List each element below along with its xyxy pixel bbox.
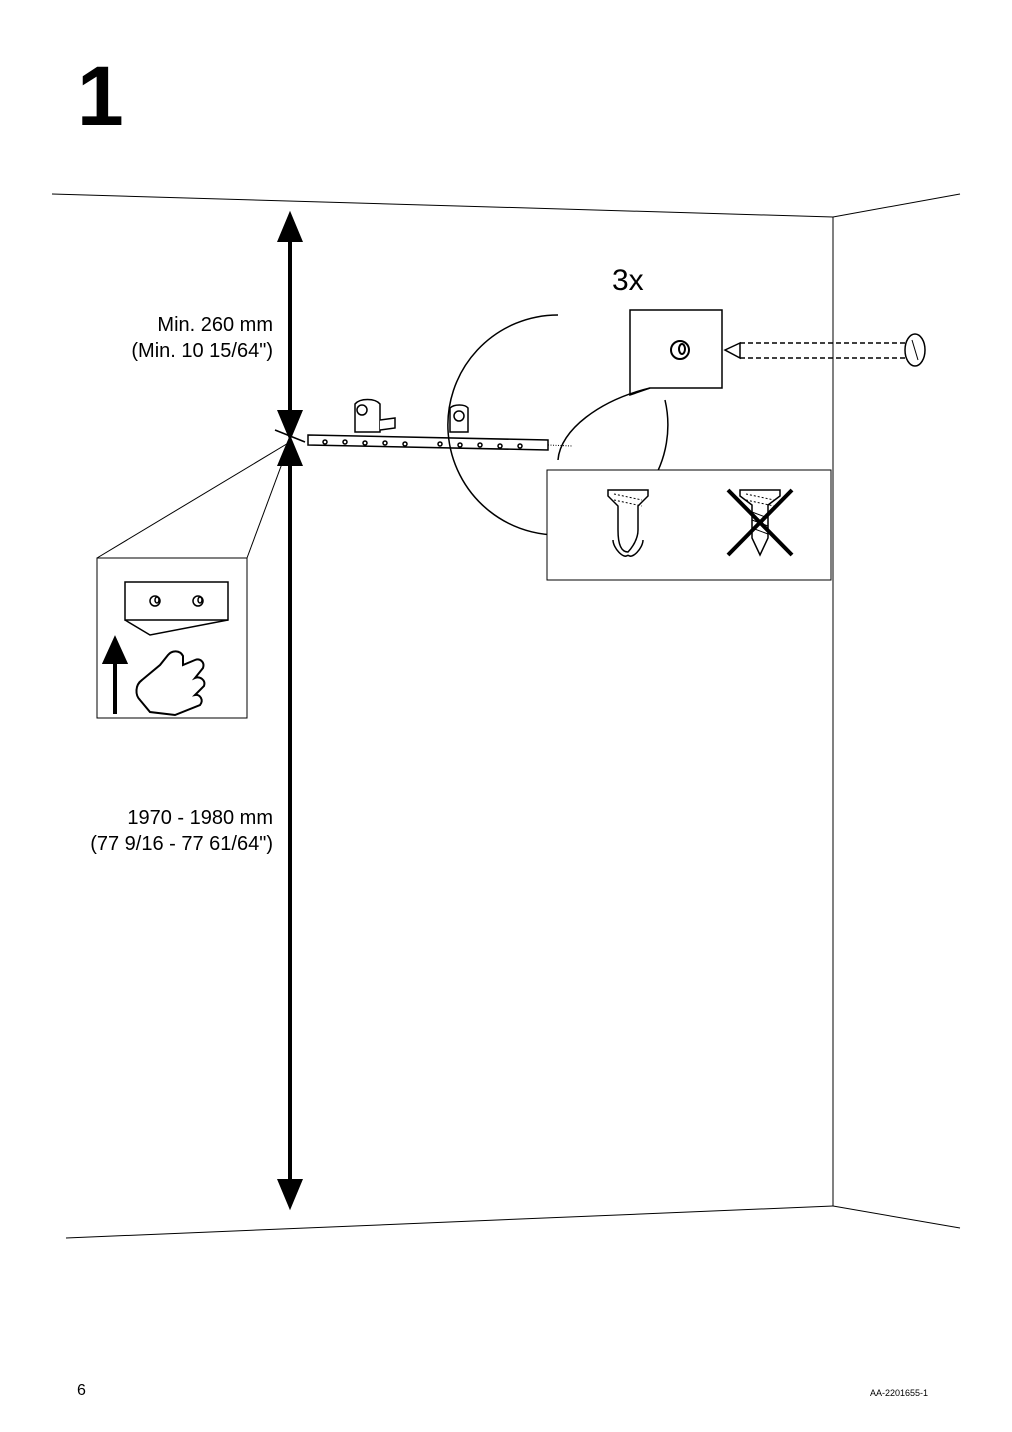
diagram-svg [0, 0, 1012, 1432]
bottom-dimension-arrow [280, 440, 300, 1205]
leader-lines [97, 442, 290, 558]
detail-box [97, 558, 247, 718]
screw-type-box [547, 470, 831, 580]
wall-rail [308, 400, 572, 451]
top-dimension-arrow [280, 216, 300, 436]
instruction-page: 1 Min. 260 mm (Min. 10 15/64") 1970 - 19… [0, 0, 1012, 1432]
